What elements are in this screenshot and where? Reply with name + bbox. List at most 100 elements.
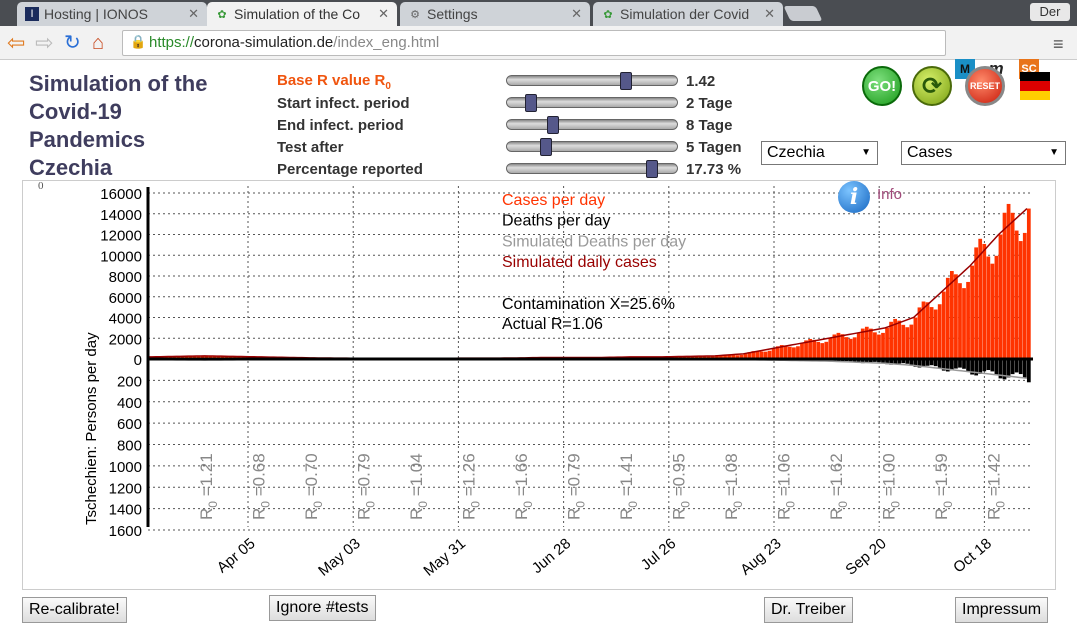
x-tick-label: Oct 18 (950, 535, 995, 576)
country-select[interactable]: Czechia ▼ (761, 141, 878, 165)
reload-icon[interactable]: ↻ (64, 32, 81, 54)
virus-icon: ✿ (217, 8, 227, 21)
info-link[interactable]: Info (877, 186, 903, 203)
death-bar (990, 359, 995, 372)
death-bar (897, 359, 902, 364)
slider-base-r[interactable] (506, 72, 678, 90)
death-bar (901, 359, 906, 364)
death-bar (893, 359, 898, 365)
case-bar (1006, 203, 1011, 359)
close-tab-icon[interactable]: ✕ (378, 6, 389, 21)
reset-button[interactable]: RESET (965, 66, 1005, 106)
case-bar (864, 326, 869, 359)
address-bar[interactable]: https://corona-simulation.de/index_eng.h… (122, 30, 946, 56)
r0-label: R0 =1.08 (722, 453, 745, 520)
case-bar (840, 334, 845, 359)
case-bar (828, 338, 833, 359)
case-bar (949, 271, 954, 359)
case-bar (715, 355, 719, 359)
death-bar (962, 359, 966, 369)
case-bar (694, 355, 699, 359)
death-bar (1006, 359, 1011, 378)
case-bar (1018, 241, 1023, 359)
slider-percentage[interactable] (506, 160, 678, 178)
menu-icon[interactable]: ≡ (1053, 34, 1064, 54)
death-bar (913, 359, 918, 367)
home-icon[interactable]: ⌂ (92, 32, 105, 54)
y-tick-label: 0 (134, 352, 142, 369)
mode-select[interactable]: Cases ▼ (901, 141, 1066, 165)
case-bar (1026, 208, 1031, 359)
page-title: Simulation of the Covid-19 Pandemics Cze… (29, 70, 207, 182)
case-bar (800, 343, 804, 359)
close-tab-icon[interactable]: ✕ (571, 6, 582, 21)
y-tick-label: 800 (117, 438, 142, 455)
case-bar (974, 247, 979, 359)
slider-thumb[interactable] (540, 138, 552, 156)
case-bar (852, 337, 857, 359)
tab-label: Settings (427, 6, 478, 22)
ignore-tests-button[interactable]: Ignore #tests (269, 595, 376, 621)
case-bar (808, 338, 812, 359)
tab-settings[interactable]: ⚙ Settings ✕ (400, 2, 590, 26)
death-bar (877, 359, 881, 363)
legend-entry: Cases per day (502, 192, 605, 209)
german-flag-icon[interactable] (1020, 72, 1050, 100)
param-value-end-infect: 8 Tage (686, 117, 733, 134)
slider-thumb[interactable] (620, 72, 632, 90)
death-bar (905, 359, 910, 364)
case-bar (925, 302, 930, 359)
case-bar (962, 288, 966, 359)
chevron-down-icon: ▼ (1049, 147, 1059, 158)
death-bar (909, 359, 914, 366)
close-tab-icon[interactable]: ✕ (764, 6, 775, 21)
param-label-end-infect: End infect. period (277, 117, 404, 134)
case-bar (937, 304, 942, 359)
profile-button[interactable]: Der (1030, 3, 1070, 21)
case-bar (868, 328, 873, 359)
case-bar (204, 355, 209, 359)
tab-simulation-active[interactable]: ✿ Simulation of the Co ✕ (207, 2, 397, 26)
tab-hosting-ionos[interactable]: I Hosting | IONOS ✕ (17, 2, 207, 26)
refresh-button[interactable]: ⟳ (912, 66, 952, 106)
info-icon[interactable]: i (838, 181, 870, 213)
slider-thumb[interactable] (525, 94, 537, 112)
slider-end-infect[interactable] (506, 116, 678, 134)
case-bar (917, 307, 922, 359)
slider-start-infect[interactable] (506, 94, 678, 112)
death-bar (921, 359, 926, 367)
slider-thumb[interactable] (547, 116, 559, 134)
case-bar (743, 353, 748, 359)
case-bar (893, 318, 898, 359)
back-icon[interactable]: ⇦ (7, 30, 26, 55)
gear-icon: ⚙ (410, 8, 420, 21)
case-bar (954, 274, 958, 359)
close-tab-icon[interactable]: ✕ (188, 6, 199, 21)
case-bar (889, 321, 893, 359)
r0-label: R0 =0.68 (250, 453, 273, 520)
death-bar (881, 359, 885, 364)
case-bar (804, 340, 808, 359)
case-bar (188, 355, 193, 359)
title-line: Pandemics (29, 127, 146, 152)
case-bar (1022, 232, 1027, 359)
case-bar (933, 309, 938, 359)
slider-test-after[interactable] (506, 138, 678, 156)
param-label-text: Base R value R (277, 72, 386, 89)
go-button[interactable]: GO! (862, 66, 902, 106)
case-bar (812, 339, 817, 359)
chevron-down-icon: ▼ (861, 147, 871, 158)
case-bar (844, 337, 849, 359)
slider-thumb[interactable] (646, 160, 658, 178)
dr-treiber-button[interactable]: Dr. Treiber (764, 597, 853, 623)
y-tick-label: 400 (117, 395, 142, 412)
case-bar (755, 351, 760, 359)
forward-icon[interactable]: ⇨ (35, 30, 54, 55)
recalibrate-button[interactable]: Re-calibrate! (22, 597, 127, 623)
impressum-button[interactable]: Impressum (955, 597, 1049, 623)
tab-simulation-de[interactable]: ✿ Simulation der Covid ✕ (593, 2, 783, 26)
death-bar (1010, 359, 1015, 375)
case-bar (990, 263, 995, 359)
death-bar (864, 359, 869, 363)
y-tick-label: 2000 (109, 331, 142, 348)
